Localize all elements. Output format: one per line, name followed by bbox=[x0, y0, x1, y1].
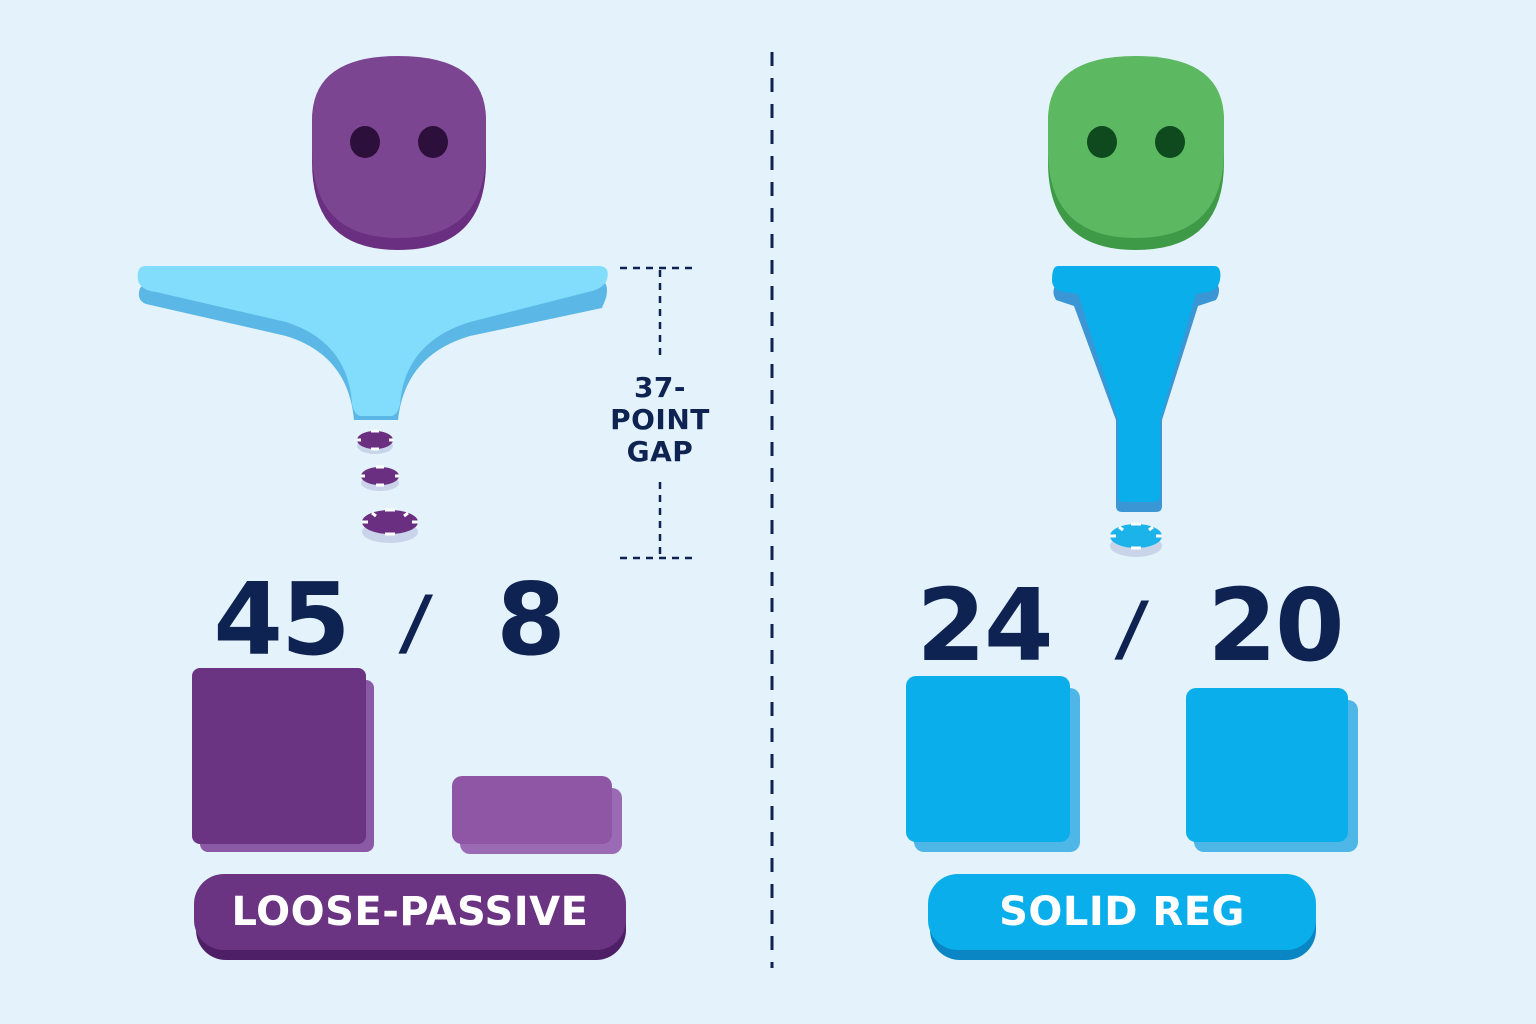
right-stat-a: 24 bbox=[916, 567, 1053, 684]
right-bars bbox=[906, 676, 1358, 852]
left-bars bbox=[192, 668, 622, 854]
poker-chip-icon bbox=[361, 465, 399, 491]
loose-passive-player-face bbox=[312, 56, 486, 250]
gap-annotation-text: 37- POINT GAP bbox=[600, 372, 720, 468]
poker-chip-icon bbox=[357, 429, 393, 454]
narrow-funnel-icon bbox=[1052, 266, 1221, 512]
left-stat-b: 8 bbox=[496, 561, 566, 678]
gap-annotation-bracket bbox=[620, 266, 694, 560]
left-eye-icon bbox=[1087, 126, 1117, 158]
left-eye-icon bbox=[350, 126, 380, 158]
solid-reg-player-face bbox=[1048, 56, 1224, 250]
gap-line-3: GAP bbox=[626, 435, 694, 468]
poker-chip-icon bbox=[362, 508, 418, 543]
right-eye-icon bbox=[418, 126, 448, 158]
solid-reg-label: SOLID REG bbox=[928, 874, 1316, 950]
loose-passive-label: LOOSE-PASSIVE bbox=[194, 874, 626, 950]
poker-chip-right bbox=[1110, 522, 1162, 557]
left-bar-b bbox=[452, 776, 612, 844]
right-eye-icon bbox=[1155, 126, 1185, 158]
poker-chips-left bbox=[357, 429, 418, 543]
wide-funnel-icon bbox=[137, 266, 608, 420]
left-stat-a: 45 bbox=[213, 561, 350, 678]
right-bar-a bbox=[906, 676, 1070, 842]
right-stat-b: 20 bbox=[1207, 567, 1344, 684]
gap-line-2: POINT bbox=[610, 403, 710, 436]
left-bar-a bbox=[192, 668, 366, 844]
right-bar-b bbox=[1186, 688, 1348, 842]
gap-line-1: 37- bbox=[633, 371, 687, 404]
